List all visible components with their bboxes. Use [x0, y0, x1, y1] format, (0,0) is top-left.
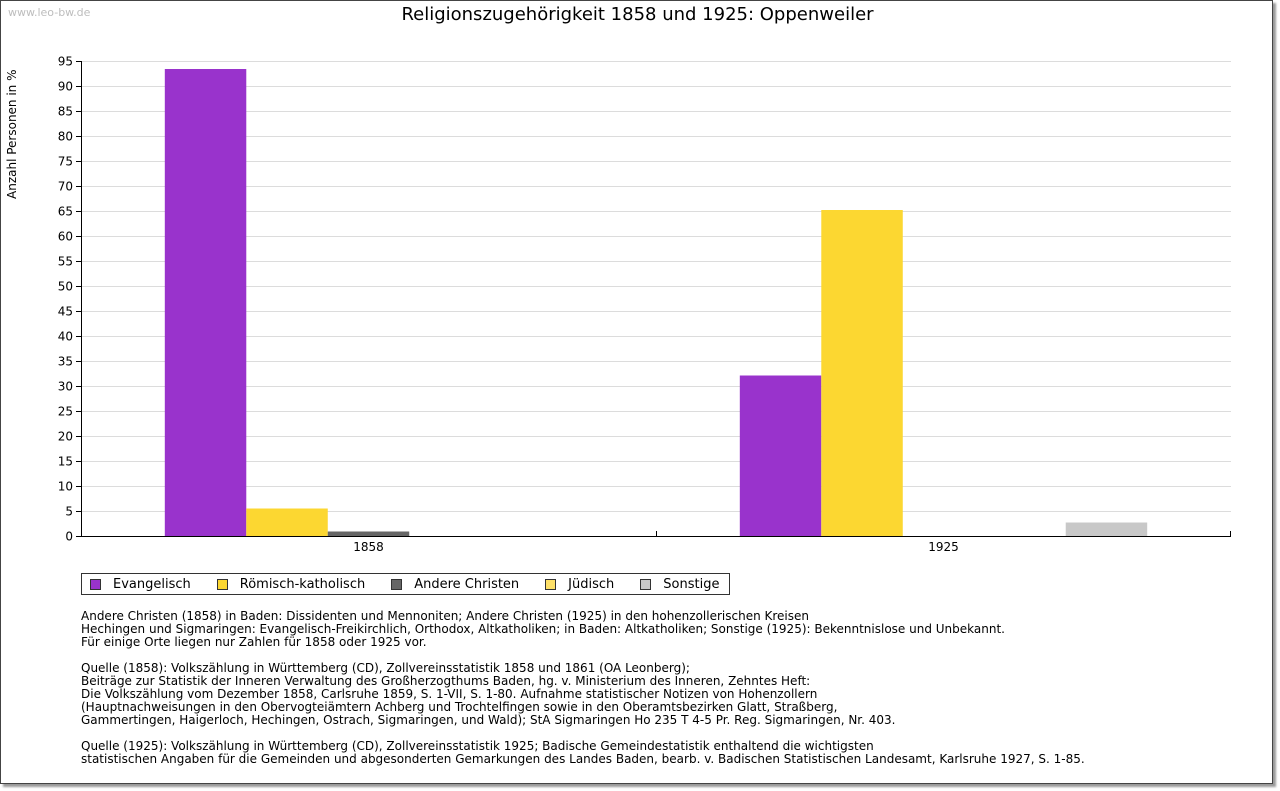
legend-item: Evangelisch — [90, 577, 191, 592]
y-tick-label: 45 — [58, 305, 73, 319]
bar-andere-christen-1858 — [327, 531, 410, 536]
axis-layer: 0 5 10 15 20 25 30 35 40 45 50 55 60 65 70 75 80 85 90 95 18… — [58, 55, 1231, 554]
legend-label: Andere Christen — [414, 576, 520, 592]
y-tick-label: 30 — [58, 380, 73, 394]
note-block: Quelle (1858): Volkszählung in Württembe… — [81, 662, 1085, 727]
y-tick-label: 85 — [58, 105, 73, 119]
bars-layer — [164, 69, 1148, 536]
y-tick-label: 35 — [58, 355, 73, 369]
y-tick-label: 50 — [58, 280, 73, 294]
y-tick-label: 70 — [58, 180, 73, 194]
chart-title: Religionszugehörigkeit 1858 und 1925: Op… — [401, 4, 874, 25]
legend-item: Jüdisch — [545, 577, 614, 592]
legend-item: Sonstige — [640, 577, 719, 592]
y-tick-label: 80 — [58, 130, 73, 144]
y-tick-label: 20 — [58, 430, 73, 444]
note-line: Die Volkszählung vom Dezember 1858, Carl… — [81, 687, 818, 701]
y-tick-label: 90 — [58, 80, 73, 94]
x-tick-label: 1858 — [353, 540, 384, 554]
legend-label: Römisch-katholisch — [239, 576, 366, 592]
legend-item: Römisch-katholisch — [216, 576, 366, 592]
bar-r-misch-katholisch-1858 — [246, 508, 328, 536]
legend-label: Evangelisch — [113, 576, 191, 592]
note-line: Quelle (1858): Volkszählung in Württembe… — [81, 661, 690, 675]
y-tick-label: 0 — [65, 530, 73, 544]
legend-swatch — [216, 578, 228, 590]
bar-evangelisch-1925 — [739, 375, 822, 536]
y-tick-label: 10 — [58, 480, 73, 494]
note-line: (Hauptnachweisungen in den Obervogteiämt… — [81, 700, 838, 714]
legend-swatch — [90, 578, 101, 590]
x-tick-label: 1925 — [928, 540, 959, 554]
note-line: Für einige Orte liegen nur Zahlen für 18… — [81, 635, 427, 649]
legend-swatch — [391, 578, 403, 590]
note-line: Andere Christen (1858) in Baden: Disside… — [81, 609, 809, 623]
note-line: Gammertingen, Haigerloch, Hechingen, Ost… — [81, 713, 896, 727]
legend-label: Sonstige — [663, 576, 720, 592]
y-tick-label: 65 — [58, 205, 73, 219]
y-tick-label: 60 — [58, 230, 73, 244]
note-line: Beiträge zur Statistik der Inneren Verwa… — [81, 674, 811, 688]
legend-swatch — [545, 578, 557, 590]
y-tick-label: 75 — [58, 155, 73, 169]
bar-r-misch-katholisch-1925 — [821, 210, 903, 536]
bar-sonstige-1925 — [1065, 522, 1148, 536]
note-block: Quelle (1925): Volkszählung in Württembe… — [81, 740, 1085, 766]
note-line: statistischen Angaben für die Gemeinden … — [81, 752, 1085, 766]
y-tick-label: 40 — [58, 330, 73, 344]
note-line: Quelle (1925): Volkszählung in Württembe… — [81, 739, 874, 753]
note-line: Hechingen und Sigmaringen: Evangelisch-F… — [81, 622, 1005, 636]
y-tick-label: 25 — [58, 405, 73, 419]
grid-layer — [81, 61, 1231, 512]
legend-label: Jüdisch — [568, 576, 615, 592]
legend-item: Andere Christen — [391, 577, 519, 592]
watermark: www.leo-bw.de — [8, 6, 91, 19]
y-tick-label: 55 — [58, 255, 73, 269]
legend-swatch — [640, 578, 652, 590]
y-tick-label: 95 — [58, 55, 73, 69]
legend: Evangelisch Römisch-katholisch Andere Chri… — [81, 573, 731, 595]
plot-area: 0 5 10 15 20 25 30 35 40 45 50 55 60 65 70 75 80 85 90 95 18… — [58, 55, 1231, 554]
bar-evangelisch-1858 — [164, 69, 247, 536]
notes: Andere Christen (1858) in Baden: Disside… — [81, 610, 1085, 779]
y-tick-label: 5 — [65, 505, 73, 519]
note-block: Andere Christen (1858) in Baden: Disside… — [81, 610, 1085, 649]
y-tick-label: 15 — [58, 455, 73, 469]
